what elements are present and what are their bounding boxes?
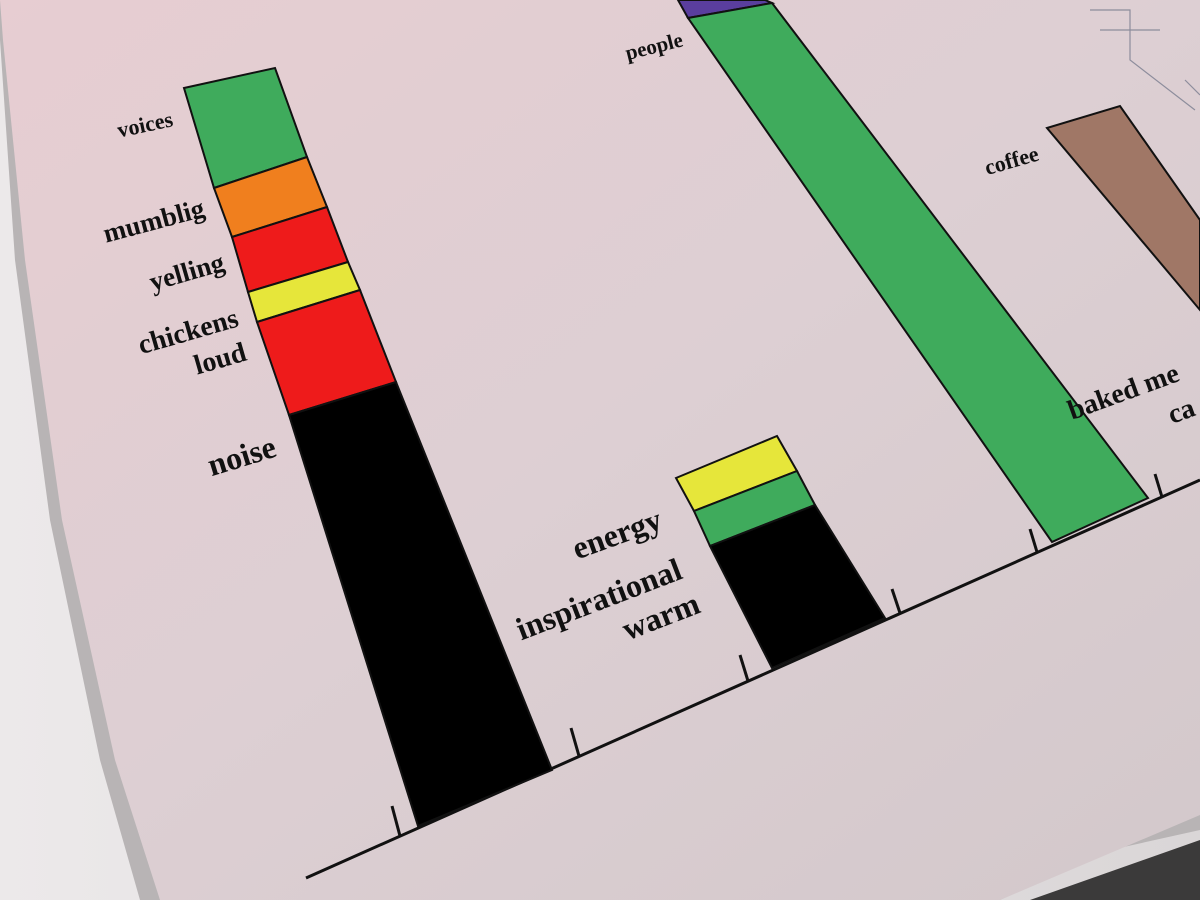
bar-people-stack <box>676 0 1150 544</box>
axis-tick <box>569 727 581 757</box>
partial-diagram <box>1090 9 1200 111</box>
bar-coffee-stack <box>1045 104 1200 312</box>
x-axis <box>305 478 1200 880</box>
bar-segment-coffee <box>1045 104 1200 312</box>
bar-warm-stack <box>674 434 887 670</box>
bar-segment-people <box>686 1 1150 544</box>
axis-tick <box>890 588 902 614</box>
backdrop-bottom-right <box>1030 840 1200 900</box>
axis-tick <box>1153 473 1164 498</box>
axis-tick <box>1028 528 1039 553</box>
axis-tick <box>390 805 402 837</box>
bar-segment-noise <box>287 380 554 828</box>
x-axis-ticks <box>390 473 1164 837</box>
bar-noise-stack <box>182 66 554 828</box>
axis-tick <box>738 654 750 682</box>
bar-segment-warm <box>708 503 887 670</box>
